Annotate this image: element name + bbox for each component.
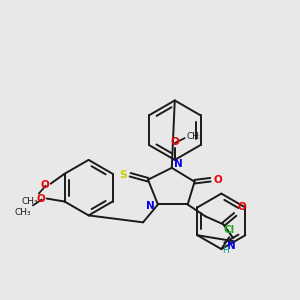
Text: CH₃: CH₃ — [187, 132, 203, 141]
Text: Cl: Cl — [224, 225, 235, 235]
Text: N: N — [146, 202, 155, 212]
Text: N: N — [174, 159, 182, 169]
Text: O: O — [213, 175, 222, 185]
Text: O: O — [237, 202, 246, 212]
Text: O: O — [41, 180, 50, 190]
Text: O: O — [37, 194, 46, 203]
Text: N: N — [227, 241, 236, 251]
Text: O: O — [170, 137, 179, 147]
Text: H: H — [222, 246, 229, 255]
Text: CH₃: CH₃ — [21, 196, 38, 206]
Text: S: S — [120, 170, 127, 180]
Text: CH₃: CH₃ — [14, 208, 31, 217]
